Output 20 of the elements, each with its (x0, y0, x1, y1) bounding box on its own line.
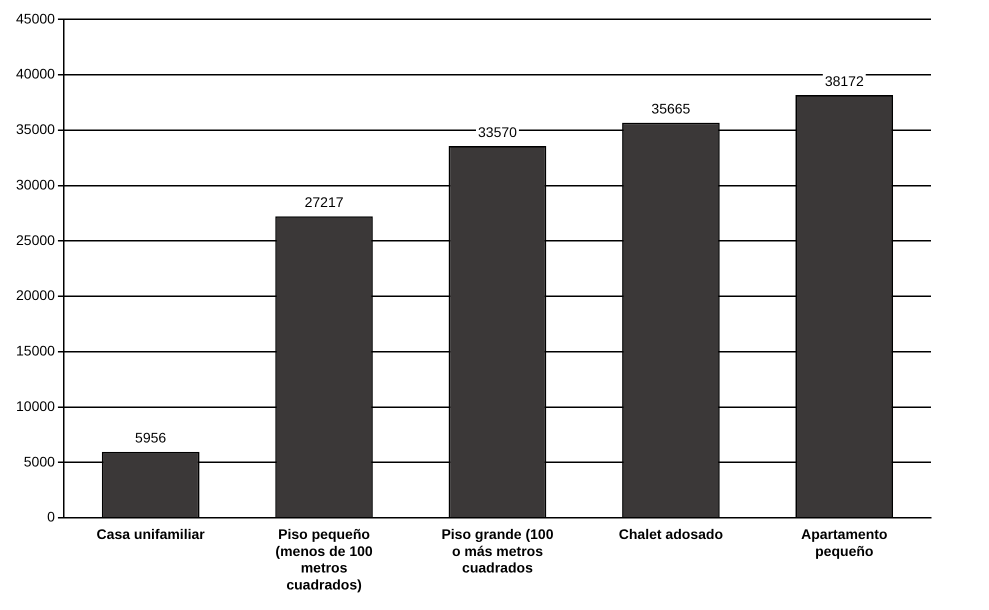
x-tick-label: Casa unifamiliar (96, 526, 206, 542)
y-tick-label: 15000 (16, 342, 56, 359)
data-label: 27217 (304, 194, 344, 210)
y-tick-label: 40000 (16, 66, 56, 82)
y-tick-label: 0 (47, 508, 56, 525)
y-tick-label: 10000 (16, 398, 56, 414)
y-tick-label: 45000 (16, 10, 56, 26)
data-label: 5956 (135, 430, 166, 446)
x-tick-label: Piso grande (100 o más metros cuadrados (441, 526, 554, 576)
x-tick-label: Chalet adosado (618, 526, 724, 542)
data-label: 35665 (651, 100, 691, 117)
y-tick-label: 20000 (16, 287, 56, 304)
y-tick-label: 25000 (16, 232, 56, 248)
data-label: 38172 (824, 72, 864, 89)
y-tick-label: 5000 (24, 453, 56, 470)
x-tick-label: Apartamento pequeño (801, 526, 888, 559)
data-label: 33570 (478, 124, 518, 140)
y-tick-label: 30000 (16, 176, 56, 192)
y-tick-label: 35000 (16, 121, 56, 138)
x-tick-label: Piso pequeño (menos de 100 metros cuadrados) (275, 526, 373, 592)
